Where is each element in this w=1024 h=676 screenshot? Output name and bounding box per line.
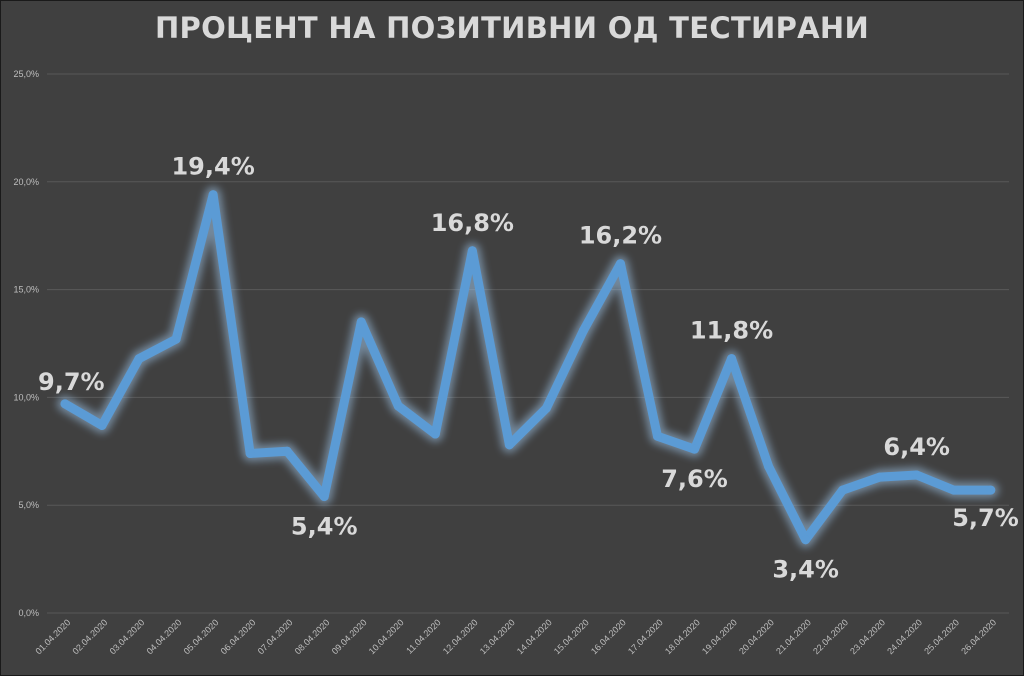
x-tick-label: 02.04.2020 [71, 617, 110, 656]
data-point [208, 190, 218, 200]
data-point [356, 317, 366, 327]
data-point [541, 403, 551, 413]
data-label: 9,7% [38, 368, 105, 396]
x-tick-label: 11.04.2020 [404, 617, 442, 655]
data-point [801, 535, 811, 545]
x-tick-label: 22.04.2020 [811, 617, 850, 656]
x-tick-label: 12.04.2020 [441, 617, 480, 656]
x-tick-label: 07.04.2020 [256, 617, 295, 656]
data-point [764, 461, 774, 471]
data-label: 16,2% [579, 222, 662, 250]
data-label: 7,6% [661, 465, 728, 493]
x-tick-label: 17.04.2020 [626, 617, 665, 656]
y-tick-label: 20,0% [13, 177, 39, 187]
data-point [727, 354, 737, 364]
data-point [60, 399, 70, 409]
x-tick-label: 04.04.2020 [145, 617, 184, 656]
x-tick-label: 16.04.2020 [589, 617, 628, 656]
data-point [245, 448, 255, 458]
x-tick-label: 13.04.2020 [478, 617, 517, 656]
y-tick-label: 5,0% [18, 500, 39, 510]
y-tick-label: 15,0% [13, 285, 39, 295]
x-tick-label: 03.04.2020 [108, 617, 147, 656]
data-point [615, 259, 625, 269]
y-tick-label: 25,0% [13, 69, 39, 79]
x-tick-label: 01.04.2020 [33, 617, 72, 656]
data-point [652, 431, 662, 441]
data-point [986, 485, 996, 495]
data-label: 19,4% [171, 153, 254, 181]
x-tick-label: 24.04.2020 [885, 617, 924, 656]
x-tick-label: 09.04.2020 [330, 617, 369, 656]
data-point [430, 429, 440, 439]
x-tick-label: 20.04.2020 [737, 617, 776, 656]
data-label: 3,4% [772, 556, 839, 584]
x-axis-ticks: 01.04.202002.04.202003.04.202004.04.2020… [33, 617, 998, 656]
data-point [97, 420, 107, 430]
data-label: 16,8% [431, 209, 514, 237]
data-point [838, 485, 848, 495]
x-tick-label: 26.04.2020 [959, 617, 998, 656]
x-tick-label: 21.04.2020 [774, 617, 813, 656]
data-point [578, 326, 588, 336]
chart-title: ПРОЦЕНТ НА ПОЗИТИВНИ ОД ТЕСТИРАНИ [154, 11, 870, 45]
data-point [171, 334, 181, 344]
data-point [319, 492, 329, 502]
x-tick-label: 06.04.2020 [219, 617, 258, 656]
series-line [57, 186, 999, 548]
x-tick-label: 14.04.2020 [515, 617, 554, 656]
y-axis-ticks: 0,0% 5,0% 10,0% 15,0% 20,0% 25,0% [13, 69, 39, 618]
x-tick-label: 10.04.2020 [367, 617, 406, 656]
x-tick-label: 18.04.2020 [663, 617, 702, 656]
data-point [949, 485, 959, 495]
x-tick-label: 08.04.2020 [293, 617, 332, 656]
y-tick-label: 10,0% [13, 392, 39, 402]
x-tick-label: 05.04.2020 [182, 617, 221, 656]
data-point [467, 246, 477, 256]
x-tick-label: 25.04.2020 [922, 617, 961, 656]
series-line [60, 190, 996, 545]
data-labels: 9,7% 19,4% 5,4% 16,8% 16,2% 7,6% 11,8% 3,4% 6,4%… [38, 153, 1019, 584]
data-point [875, 472, 885, 482]
data-point [690, 444, 700, 454]
x-tick-label: 23.04.2020 [848, 617, 887, 656]
x-tick-label: 15.04.2020 [552, 617, 591, 656]
y-tick-label: 0,0% [18, 608, 39, 618]
data-point [912, 470, 922, 480]
gridlines [47, 73, 1009, 614]
data-point [393, 401, 403, 411]
data-label: 5,7% [952, 504, 1019, 532]
data-label: 11,8% [690, 317, 773, 345]
data-label: 5,4% [291, 513, 358, 541]
x-tick-label: 19.04.2020 [700, 617, 739, 656]
data-point [504, 440, 514, 450]
data-point [134, 354, 144, 364]
data-point [282, 446, 292, 456]
data-label: 6,4% [883, 433, 950, 461]
